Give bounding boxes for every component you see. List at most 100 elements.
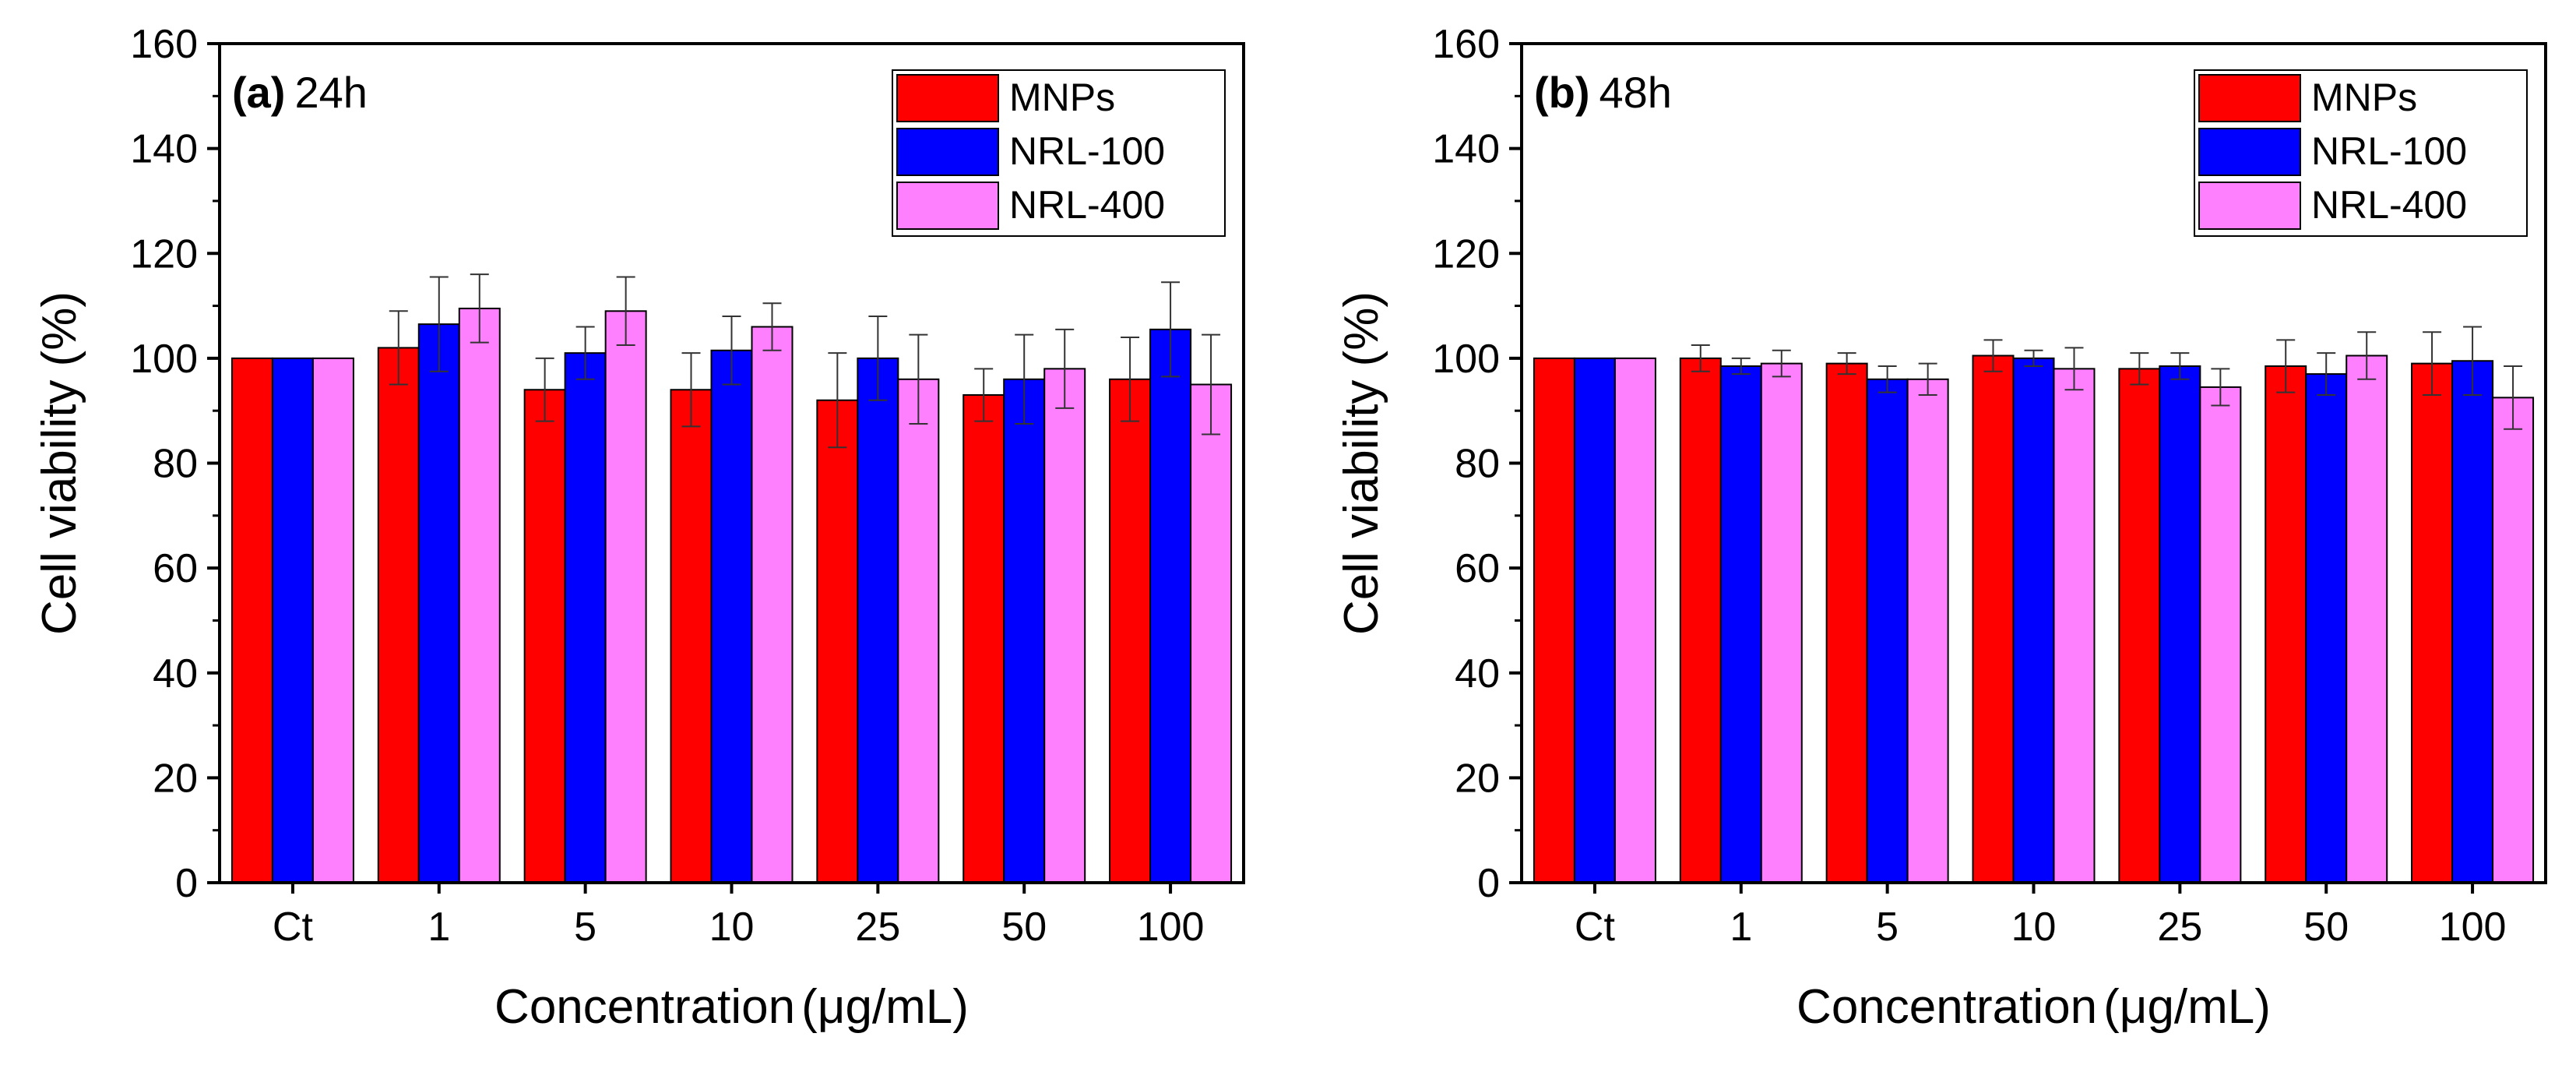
- bar: [2012, 357, 2055, 883]
- y-tick-label: 100: [1432, 337, 1500, 382]
- bar: [2492, 397, 2535, 883]
- bar: [962, 393, 1005, 883]
- bar: [377, 347, 420, 884]
- bar: [2305, 373, 2348, 884]
- legend-label: MNPs: [2311, 76, 2417, 119]
- legend-swatch: [2198, 128, 2301, 176]
- x-axis-label-text: Concentration: [1797, 980, 2097, 1034]
- panel-title: (b) 48h: [1534, 68, 1672, 117]
- x-axis-label-text: Concentration: [494, 980, 795, 1034]
- y-tick-label: 120: [130, 231, 198, 277]
- x-axis-label: Concentration (μg/mL): [494, 980, 969, 1034]
- x-tick-label: 100: [2439, 905, 2507, 950]
- x-tick-label: 50: [2303, 905, 2349, 950]
- x-tick-label: 10: [2011, 905, 2057, 950]
- bar: [2199, 386, 2242, 884]
- x-axis-label-unit: (μg/mL): [2103, 980, 2271, 1034]
- x-tick-label: 5: [574, 905, 596, 950]
- bar: [1760, 362, 1803, 883]
- bar: [1109, 378, 1152, 883]
- x-tick-label: 1: [1730, 905, 1752, 950]
- bar: [1866, 378, 1909, 883]
- bar: [1972, 354, 2015, 883]
- bar: [816, 399, 859, 883]
- panel-title: (a) 24h: [232, 68, 368, 117]
- x-tick-label: 10: [709, 905, 755, 950]
- x-tick-label: 25: [2157, 905, 2202, 950]
- bar: [1719, 365, 1762, 883]
- bar: [1043, 368, 1086, 883]
- y-tick-label: 160: [1432, 22, 1500, 67]
- bar: [1003, 378, 1046, 883]
- bar: [2345, 354, 2388, 883]
- legend-swatch: [896, 74, 999, 122]
- bar: [2265, 365, 2307, 883]
- y-tick-label: 80: [1455, 442, 1500, 487]
- y-tick-label: 120: [1432, 231, 1500, 277]
- bar: [1190, 383, 1233, 883]
- bar: [1533, 357, 1575, 883]
- x-tick-label: Ct: [1575, 905, 1616, 950]
- x-tick-label: 50: [1001, 905, 1047, 950]
- y-tick-label: 160: [130, 22, 198, 67]
- panel-b-48h: 0 20 40 60 80 100 120 140 160 Ct 1 5 10 25 50 100 Cell v…: [1335, 22, 2547, 1034]
- y-tick-label: 60: [1455, 546, 1500, 591]
- bar: [417, 323, 460, 883]
- legend-swatch: [896, 128, 999, 176]
- x-tick-label: 5: [1876, 905, 1899, 950]
- x-tick-label: 25: [855, 905, 900, 950]
- legend-label: NRL-100: [1009, 129, 1165, 173]
- x-tick-label: Ct: [273, 905, 314, 950]
- y-tick-label: 60: [153, 546, 198, 591]
- bar: [1906, 378, 1949, 883]
- bar: [1614, 357, 1656, 883]
- y-tick-label: 100: [130, 337, 198, 382]
- y-tick-label: 40: [153, 651, 198, 696]
- panel-label: (a): [232, 68, 285, 117]
- legend-label: NRL-400: [1009, 183, 1165, 227]
- bar: [710, 349, 753, 883]
- x-axis-label-unit: (μg/mL): [801, 980, 969, 1034]
- legend-label: NRL-100: [2311, 129, 2467, 173]
- bar: [751, 326, 794, 883]
- bar: [2451, 360, 2494, 884]
- y-tick-label: 40: [1455, 651, 1500, 696]
- bar: [311, 357, 354, 883]
- panel-label: (b): [1534, 68, 1590, 117]
- panel-title-text: 24h: [294, 68, 367, 117]
- legend-swatch: [2198, 74, 2301, 122]
- y-tick-label: 0: [1477, 861, 1500, 906]
- bar: [271, 357, 314, 883]
- panel-a-24h: 0 20 40 60 80 100 120 140 160 Ct 1 5 10 25 50 100 Cell v…: [33, 22, 1245, 1034]
- bar: [2118, 368, 2161, 883]
- y-axis-label: Cell viability (%): [33, 291, 86, 635]
- y-tick-label: 0: [175, 861, 198, 906]
- bar: [857, 357, 899, 883]
- bar: [1679, 357, 1722, 883]
- bar: [2159, 365, 2201, 883]
- bar: [604, 310, 647, 883]
- x-tick-label: 1: [428, 905, 450, 950]
- x-axis-label: Concentration (μg/mL): [1797, 980, 2271, 1034]
- y-tick-label: 80: [153, 442, 198, 487]
- bar: [897, 378, 940, 883]
- bar: [1149, 328, 1192, 883]
- legend-swatch: [896, 182, 999, 230]
- bar: [458, 307, 501, 884]
- bar: [2053, 368, 2096, 883]
- x-tick-label: 100: [1137, 905, 1205, 950]
- panel-title-text: 48h: [1599, 68, 1672, 117]
- bar: [670, 389, 713, 883]
- y-tick-label: 20: [1455, 756, 1500, 801]
- y-tick-label: 140: [130, 127, 198, 172]
- bar: [523, 389, 566, 883]
- y-tick-label: 20: [153, 756, 198, 801]
- legend-swatch: [2198, 182, 2301, 230]
- bar: [2411, 362, 2454, 883]
- legend-label: MNPs: [1009, 76, 1115, 119]
- legend-label: NRL-400: [2311, 183, 2467, 227]
- bar: [1825, 362, 1868, 883]
- bar: [564, 352, 607, 883]
- bar: [231, 357, 273, 883]
